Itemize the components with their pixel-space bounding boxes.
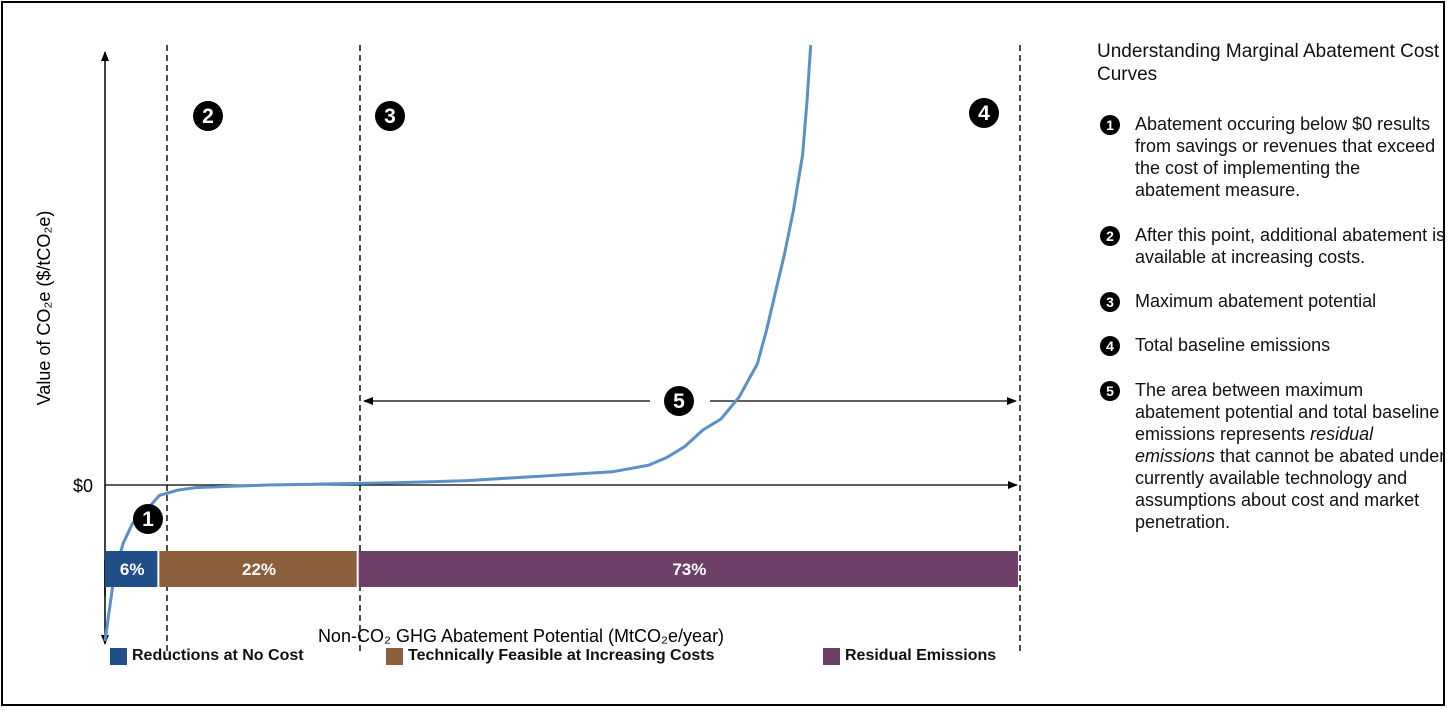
marker-2-label: 2 xyxy=(202,105,214,128)
note-2-text: After this point, additional abatement i… xyxy=(1135,225,1446,267)
marker-5-circle xyxy=(664,386,694,416)
band-label-1: 6% xyxy=(120,560,145,579)
y-tick-zero: $0 xyxy=(73,476,93,496)
band-1 xyxy=(105,551,158,587)
number-5-badge: 5 xyxy=(1100,381,1120,401)
note-5-text-after: that cannot be abated under currently av… xyxy=(1135,446,1446,532)
marker-3-label: 3 xyxy=(384,105,396,128)
note-5-emphasis: residual emissions xyxy=(1135,424,1374,466)
marker-1-circle xyxy=(133,504,163,534)
marker-1-label: 1 xyxy=(142,508,154,531)
marker-4-label: 4 xyxy=(978,102,990,125)
marker-3-circle xyxy=(375,101,405,131)
legend-label: Residual Emissions xyxy=(845,647,997,664)
note-1: 1 Abatement occuring below $0 results fr… xyxy=(1097,113,1447,201)
note-2: 2 After this point, additional abatement… xyxy=(1097,224,1447,268)
number-4-badge: 4 xyxy=(1100,336,1120,356)
band-3 xyxy=(358,551,1019,587)
band-label-2: 22% xyxy=(242,560,276,579)
y-axis-label: Value of CO₂e ($/tCO₂e) xyxy=(34,211,54,406)
marker-4-circle xyxy=(969,98,999,128)
note-3-text: Maximum abatement potential xyxy=(1135,291,1377,311)
legend-swatch xyxy=(823,647,840,665)
legend-swatch xyxy=(386,647,403,665)
marker-5-label: 5 xyxy=(673,390,685,413)
band-label-3: 73% xyxy=(672,560,706,579)
explanation-panel: Understanding Marginal Abatement Cost Cu… xyxy=(1097,40,1447,533)
note-1-text: Abatement occuring below $0 results from… xyxy=(1135,114,1436,200)
legend-item-increasing-costs: Technically Feasible at Increasing Costs xyxy=(386,647,714,665)
number-3-badge: 3 xyxy=(1100,292,1120,312)
legend-swatch xyxy=(110,647,127,665)
marker-2-circle xyxy=(193,101,223,131)
panel-title: Understanding Marginal Abatement Cost Cu… xyxy=(1097,41,1440,85)
mac-curve-line xyxy=(103,44,813,642)
number-1-badge: 1 xyxy=(1100,115,1120,135)
number-2-badge: 2 xyxy=(1100,226,1120,246)
legend-label: Reductions at No Cost xyxy=(132,647,304,664)
note-3: 3 Maximum abatement potential xyxy=(1097,290,1447,312)
note-5-text-before: The area between maximum abatement poten… xyxy=(1135,380,1440,444)
legend-item-no-cost: Reductions at No Cost xyxy=(110,647,304,665)
legend-item-residual: Residual Emissions xyxy=(823,647,996,665)
note-4-text: Total baseline emissions xyxy=(1135,335,1331,355)
legend-label: Technically Feasible at Increasing Costs xyxy=(408,647,715,664)
note-4: 4 Total baseline emissions xyxy=(1097,334,1447,356)
band-2 xyxy=(159,551,357,587)
note-5: 5 The area between maximum abatement pot… xyxy=(1097,379,1447,533)
x-axis-label: Non-CO₂ GHG Abatement Potential (MtCO₂e/… xyxy=(318,626,724,646)
